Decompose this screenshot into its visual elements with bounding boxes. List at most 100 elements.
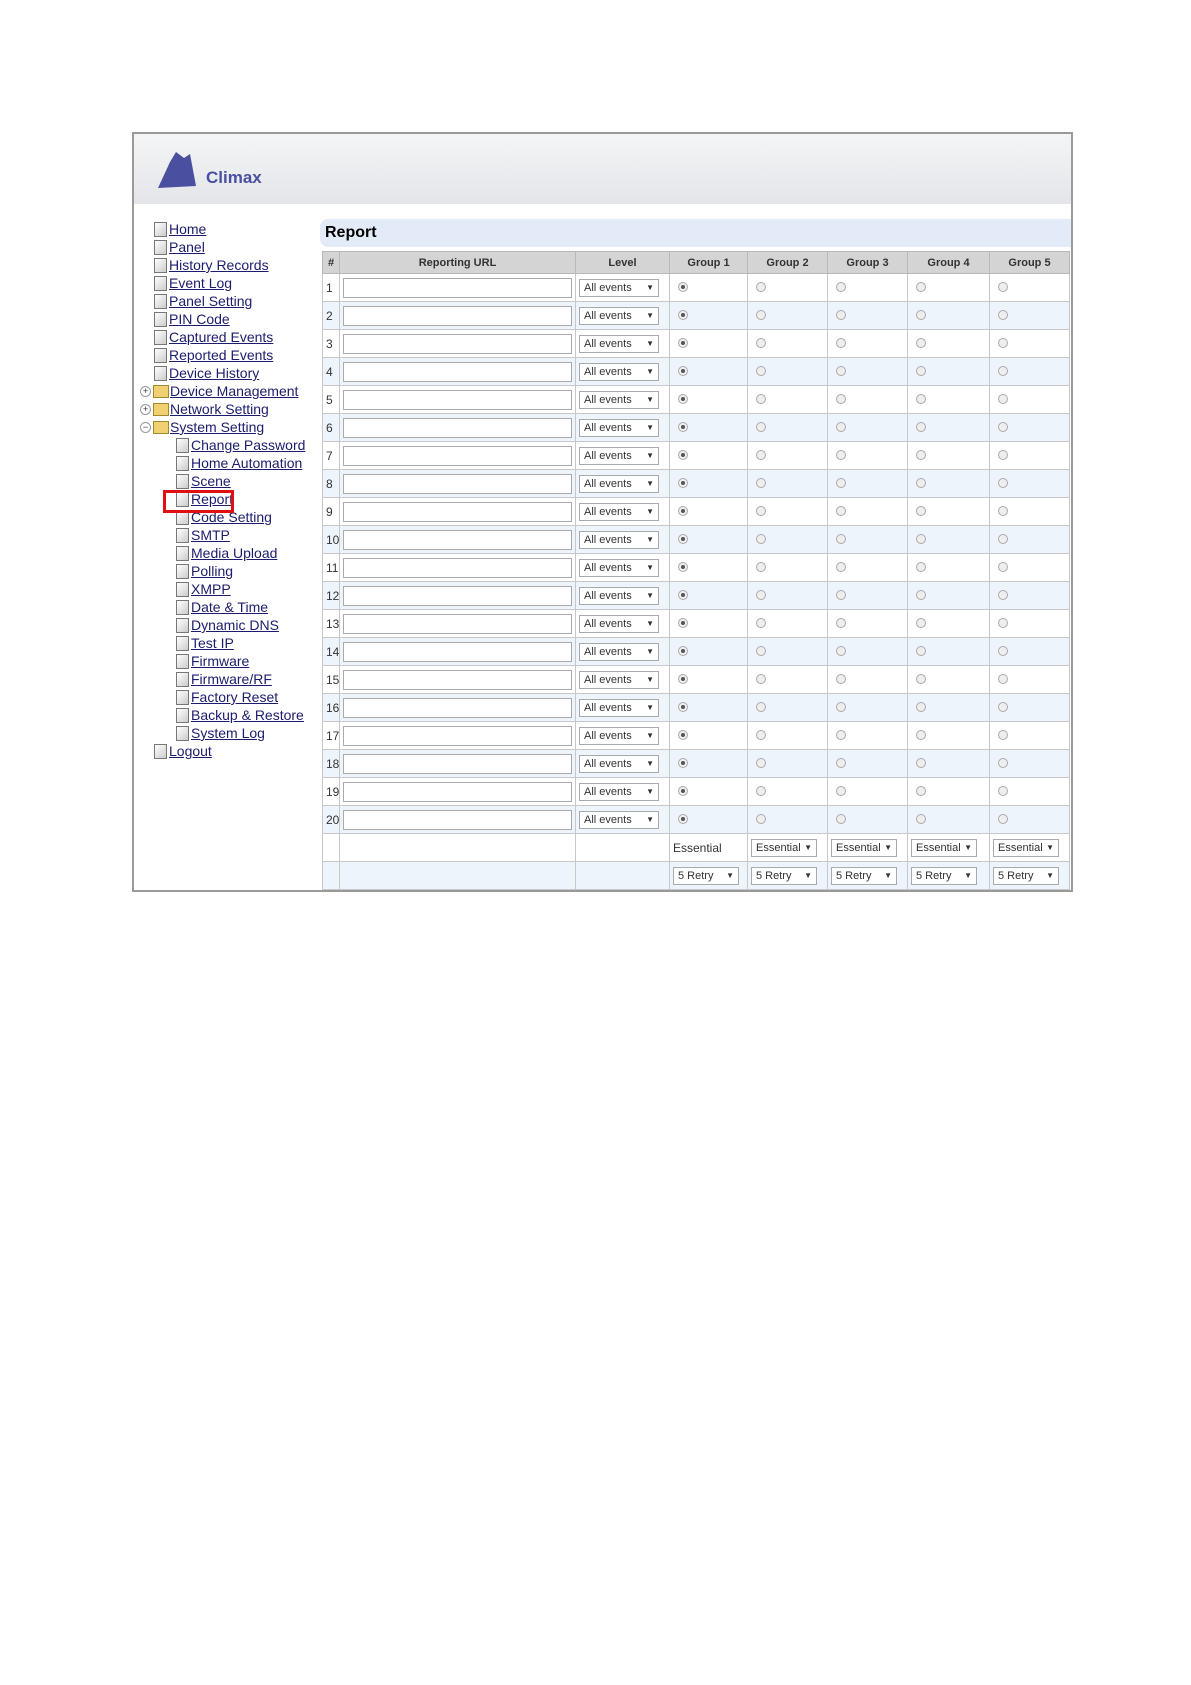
group-2-radio[interactable] — [756, 421, 766, 432]
reporting-url-input[interactable] — [343, 473, 572, 494]
group-4-radio[interactable] — [916, 617, 926, 628]
group-5-radio[interactable] — [998, 701, 1008, 712]
group-4-radio[interactable] — [916, 337, 926, 348]
sidebar-item-label[interactable]: XMPP — [191, 581, 231, 597]
reporting-url-input[interactable] — [343, 613, 572, 634]
level-select[interactable]: All events ▼ — [579, 502, 659, 521]
group-3-radio[interactable] — [836, 281, 846, 292]
group-3-radio[interactable] — [836, 533, 846, 544]
group-4-radio[interactable] — [916, 645, 926, 656]
level-select[interactable]: All events ▼ — [579, 474, 659, 493]
reporting-url-input[interactable] — [343, 445, 572, 466]
group-5-radio[interactable] — [998, 533, 1008, 544]
level-select[interactable]: All events ▼ — [579, 642, 659, 661]
group-5-radio[interactable] — [998, 645, 1008, 656]
sidebar-item-label[interactable]: Report — [191, 491, 234, 507]
sidebar-item-captured-events[interactable]: Captured Events — [154, 328, 273, 346]
sidebar-item-xmpp[interactable]: XMPP — [176, 580, 231, 598]
group-2-radio[interactable] — [756, 309, 766, 320]
sidebar-item-backup-restore[interactable]: Backup & Restore — [176, 706, 304, 724]
group-1-radio[interactable] — [678, 337, 688, 348]
sidebar-item-firmware[interactable]: Firmware — [176, 652, 249, 670]
sidebar-item-label[interactable]: Factory Reset — [191, 689, 279, 705]
reporting-url-input[interactable] — [343, 277, 572, 298]
group-type-select[interactable]: Essential ▼ — [993, 838, 1059, 857]
sidebar-item-label[interactable]: System Log — [191, 725, 265, 741]
group-2-radio[interactable] — [756, 729, 766, 740]
sidebar-item-polling[interactable]: Polling — [176, 562, 233, 580]
group-3-radio[interactable] — [836, 701, 846, 712]
group-5-radio[interactable] — [998, 421, 1008, 432]
retry-select[interactable]: 5 Retry ▼ — [993, 866, 1059, 885]
group-5-radio[interactable] — [998, 561, 1008, 572]
group-4-radio[interactable] — [916, 505, 926, 516]
group-3-radio[interactable] — [836, 617, 846, 628]
group-3-radio[interactable] — [836, 757, 846, 768]
group-3-radio[interactable] — [836, 449, 846, 460]
group-3-radio[interactable] — [836, 309, 846, 320]
reporting-url-input[interactable] — [343, 529, 572, 550]
group-2-radio[interactable] — [756, 785, 766, 796]
group-5-radio[interactable] — [998, 785, 1008, 796]
group-3-radio[interactable] — [836, 337, 846, 348]
group-3-radio[interactable] — [836, 589, 846, 600]
sidebar-item-label[interactable]: Change Password — [191, 437, 306, 453]
sidebar-item-label[interactable]: History Records — [169, 257, 269, 273]
reporting-url-input[interactable] — [343, 501, 572, 522]
sidebar-item-home-automation[interactable]: Home Automation — [176, 454, 302, 472]
group-3-radio[interactable] — [836, 365, 846, 376]
group-type-select[interactable]: Essential ▼ — [831, 838, 897, 857]
sidebar-item-dynamic-dns[interactable]: Dynamic DNS — [176, 616, 279, 634]
reporting-url-input[interactable] — [343, 557, 572, 578]
sidebar-item-label[interactable]: Panel Setting — [169, 293, 253, 309]
group-1-radio[interactable] — [678, 729, 688, 740]
sidebar-item-label[interactable]: Captured Events — [169, 329, 274, 345]
group-5-radio[interactable] — [998, 393, 1008, 404]
group-1-radio[interactable] — [678, 449, 688, 460]
sidebar-item-smtp[interactable]: SMTP — [176, 526, 230, 544]
group-1-radio[interactable] — [678, 589, 688, 600]
sidebar-item-label[interactable]: Panel — [169, 239, 205, 255]
reporting-url-input[interactable] — [343, 389, 572, 410]
sidebar-item-label[interactable]: Event Log — [169, 275, 233, 291]
group-5-radio[interactable] — [998, 477, 1008, 488]
reporting-url-input[interactable] — [343, 753, 572, 774]
group-4-radio[interactable] — [916, 813, 926, 824]
sidebar-item-device-management[interactable]: + Device Management — [140, 382, 298, 400]
group-2-radio[interactable] — [756, 701, 766, 712]
level-select[interactable]: All events ▼ — [579, 306, 659, 325]
sidebar-item-factory-reset[interactable]: Factory Reset — [176, 688, 278, 706]
group-4-radio[interactable] — [916, 561, 926, 572]
group-4-radio[interactable] — [916, 281, 926, 292]
group-3-radio[interactable] — [836, 393, 846, 404]
group-4-radio[interactable] — [916, 757, 926, 768]
group-2-radio[interactable] — [756, 477, 766, 488]
sidebar-item-label[interactable]: Date & Time — [191, 599, 269, 615]
group-5-radio[interactable] — [998, 505, 1008, 516]
group-3-radio[interactable] — [836, 729, 846, 740]
sidebar-item-system-setting[interactable]: − System Setting — [140, 418, 264, 436]
sidebar-item-label[interactable]: Firmware/RF — [191, 671, 272, 687]
group-4-radio[interactable] — [916, 477, 926, 488]
sidebar-item-label[interactable]: Firmware — [191, 653, 250, 669]
level-select[interactable]: All events ▼ — [579, 418, 659, 437]
group-3-radio[interactable] — [836, 785, 846, 796]
sidebar-item-event-log[interactable]: Event Log — [154, 274, 232, 292]
level-select[interactable]: All events ▼ — [579, 334, 659, 353]
group-1-radio[interactable] — [678, 561, 688, 572]
sidebar-item-label[interactable]: Home — [169, 221, 207, 237]
sidebar-item-home[interactable]: Home — [154, 220, 206, 238]
sidebar-item-label[interactable]: Device History — [169, 365, 260, 381]
group-4-radio[interactable] — [916, 533, 926, 544]
sidebar-item-label[interactable]: System Setting — [170, 419, 265, 435]
sidebar-item-history-records[interactable]: History Records — [154, 256, 269, 274]
group-1-radio[interactable] — [678, 701, 688, 712]
reporting-url-input[interactable] — [343, 333, 572, 354]
reporting-url-input[interactable] — [343, 697, 572, 718]
group-2-radio[interactable] — [756, 337, 766, 348]
level-select[interactable]: All events ▼ — [579, 614, 659, 633]
reporting-url-input[interactable] — [343, 585, 572, 606]
sidebar-item-label[interactable]: Code Setting — [191, 509, 272, 525]
level-select[interactable]: All events ▼ — [579, 810, 659, 829]
group-1-radio[interactable] — [678, 421, 688, 432]
